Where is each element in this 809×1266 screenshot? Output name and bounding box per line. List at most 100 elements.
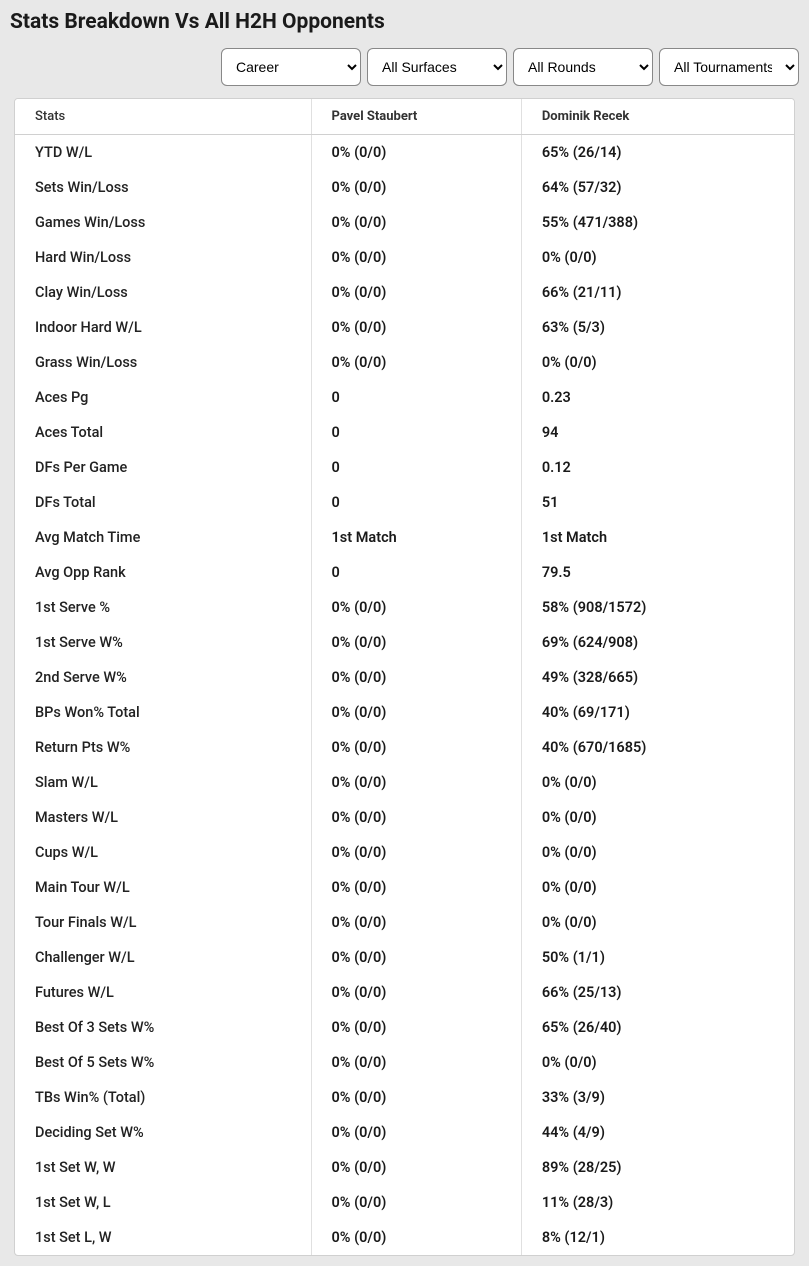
col-player-1: Pavel Staubert [311, 99, 521, 135]
table-row: Futures W/L0% (0/0)66% (25/13) [15, 975, 794, 1010]
stat-value: 0% (0/0) [311, 765, 521, 800]
stat-value: 66% (25/13) [521, 975, 794, 1010]
stat-value: 63% (5/3) [521, 310, 794, 345]
table-row: DFs Per Game00.12 [15, 450, 794, 485]
table-row: Tour Finals W/L0% (0/0)0% (0/0) [15, 905, 794, 940]
stat-label: 1st Set W, W [15, 1150, 311, 1185]
table-row: Return Pts W%0% (0/0)40% (670/1685) [15, 730, 794, 765]
table-row: Indoor Hard W/L0% (0/0)63% (5/3) [15, 310, 794, 345]
filter-tournament[interactable]: All Tournaments [659, 48, 799, 86]
table-row: BPs Won% Total0% (0/0)40% (69/171) [15, 695, 794, 730]
stat-value: 0% (0/0) [311, 275, 521, 310]
filter-round[interactable]: All Rounds [513, 48, 653, 86]
stat-value: 0.12 [521, 450, 794, 485]
stat-label: BPs Won% Total [15, 695, 311, 730]
table-row: Best Of 5 Sets W%0% (0/0)0% (0/0) [15, 1045, 794, 1080]
stat-value: 0% (0/0) [521, 835, 794, 870]
stat-label: Indoor Hard W/L [15, 310, 311, 345]
filter-row: Career All Surfaces All Rounds All Tourn… [10, 48, 799, 86]
table-row: TBs Win% (Total)0% (0/0)33% (3/9) [15, 1080, 794, 1115]
stat-value: 0% (0/0) [521, 1045, 794, 1080]
stat-value: 69% (624/908) [521, 625, 794, 660]
page-title: Stats Breakdown Vs All H2H Opponents [10, 10, 799, 34]
stat-value: 89% (28/25) [521, 1150, 794, 1185]
stat-value: 0% (0/0) [311, 345, 521, 380]
stat-label: TBs Win% (Total) [15, 1080, 311, 1115]
stat-label: Return Pts W% [15, 730, 311, 765]
stat-label: Hard Win/Loss [15, 240, 311, 275]
stat-value: 40% (69/171) [521, 695, 794, 730]
stat-value: 79.5 [521, 555, 794, 590]
table-row: Avg Opp Rank079.5 [15, 555, 794, 590]
stat-value: 0 [311, 450, 521, 485]
table-row: Sets Win/Loss0% (0/0)64% (57/32) [15, 170, 794, 205]
table-row: Slam W/L0% (0/0)0% (0/0) [15, 765, 794, 800]
stat-value: 0% (0/0) [311, 170, 521, 205]
table-header-row: Stats Pavel Staubert Dominik Recek [15, 99, 794, 135]
table-row: Hard Win/Loss0% (0/0)0% (0/0) [15, 240, 794, 275]
stats-table: Stats Pavel Staubert Dominik Recek YTD W… [15, 99, 794, 1255]
stat-value: 0% (0/0) [311, 1045, 521, 1080]
filter-period[interactable]: Career [221, 48, 361, 86]
stat-label: Aces Pg [15, 380, 311, 415]
stat-value: 0% (0/0) [311, 240, 521, 275]
stat-value: 0% (0/0) [311, 205, 521, 240]
stat-value: 0% (0/0) [311, 730, 521, 765]
stat-label: Grass Win/Loss [15, 345, 311, 380]
stat-value: 58% (908/1572) [521, 590, 794, 625]
filter-surface[interactable]: All Surfaces [367, 48, 507, 86]
stat-value: 0% (0/0) [521, 240, 794, 275]
table-row: Main Tour W/L0% (0/0)0% (0/0) [15, 870, 794, 905]
stat-value: 0% (0/0) [521, 765, 794, 800]
stat-value: 0% (0/0) [521, 870, 794, 905]
stat-value: 0% (0/0) [311, 135, 521, 171]
stat-value: 65% (26/40) [521, 1010, 794, 1045]
stat-value: 0% (0/0) [311, 1080, 521, 1115]
stat-value: 40% (670/1685) [521, 730, 794, 765]
stats-table-container: Stats Pavel Staubert Dominik Recek YTD W… [14, 98, 795, 1256]
stat-label: Deciding Set W% [15, 1115, 311, 1150]
stat-value: 0% (0/0) [521, 345, 794, 380]
stat-value: 0% (0/0) [311, 625, 521, 660]
stat-value: 0% (0/0) [311, 1115, 521, 1150]
table-row: 1st Set L, W0% (0/0)8% (12/1) [15, 1220, 794, 1255]
stat-value: 0% (0/0) [311, 940, 521, 975]
stat-label: YTD W/L [15, 135, 311, 171]
table-row: 1st Serve %0% (0/0)58% (908/1572) [15, 590, 794, 625]
table-row: Avg Match Time1st Match1st Match [15, 520, 794, 555]
stat-value: 44% (4/9) [521, 1115, 794, 1150]
table-row: Grass Win/Loss0% (0/0)0% (0/0) [15, 345, 794, 380]
stat-label: Avg Opp Rank [15, 555, 311, 590]
stat-value: 49% (328/665) [521, 660, 794, 695]
stat-value: 1st Match [311, 520, 521, 555]
stat-value: 0% (0/0) [311, 975, 521, 1010]
stat-label: 1st Set W, L [15, 1185, 311, 1220]
col-player-2: Dominik Recek [521, 99, 794, 135]
stat-value: 0 [311, 555, 521, 590]
table-row: Challenger W/L0% (0/0)50% (1/1) [15, 940, 794, 975]
stat-value: 0% (0/0) [311, 590, 521, 625]
stat-value: 0 [311, 380, 521, 415]
stat-value: 0% (0/0) [311, 310, 521, 345]
stat-value: 0% (0/0) [311, 870, 521, 905]
stat-value: 0% (0/0) [311, 1220, 521, 1255]
stat-label: Slam W/L [15, 765, 311, 800]
table-row: DFs Total051 [15, 485, 794, 520]
stat-value: 50% (1/1) [521, 940, 794, 975]
stat-value: 1st Match [521, 520, 794, 555]
stat-value: 33% (3/9) [521, 1080, 794, 1115]
stat-value: 0% (0/0) [311, 1185, 521, 1220]
table-row: 1st Set W, L0% (0/0)11% (28/3) [15, 1185, 794, 1220]
stat-value: 8% (12/1) [521, 1220, 794, 1255]
stat-value: 0% (0/0) [311, 835, 521, 870]
stat-label: 1st Serve % [15, 590, 311, 625]
stat-label: Sets Win/Loss [15, 170, 311, 205]
stat-value: 0 [311, 485, 521, 520]
stat-label: Best Of 3 Sets W% [15, 1010, 311, 1045]
stat-label: Masters W/L [15, 800, 311, 835]
stat-value: 0% (0/0) [521, 800, 794, 835]
table-row: Cups W/L0% (0/0)0% (0/0) [15, 835, 794, 870]
table-row: Aces Total094 [15, 415, 794, 450]
stat-label: Tour Finals W/L [15, 905, 311, 940]
stat-value: 66% (21/11) [521, 275, 794, 310]
